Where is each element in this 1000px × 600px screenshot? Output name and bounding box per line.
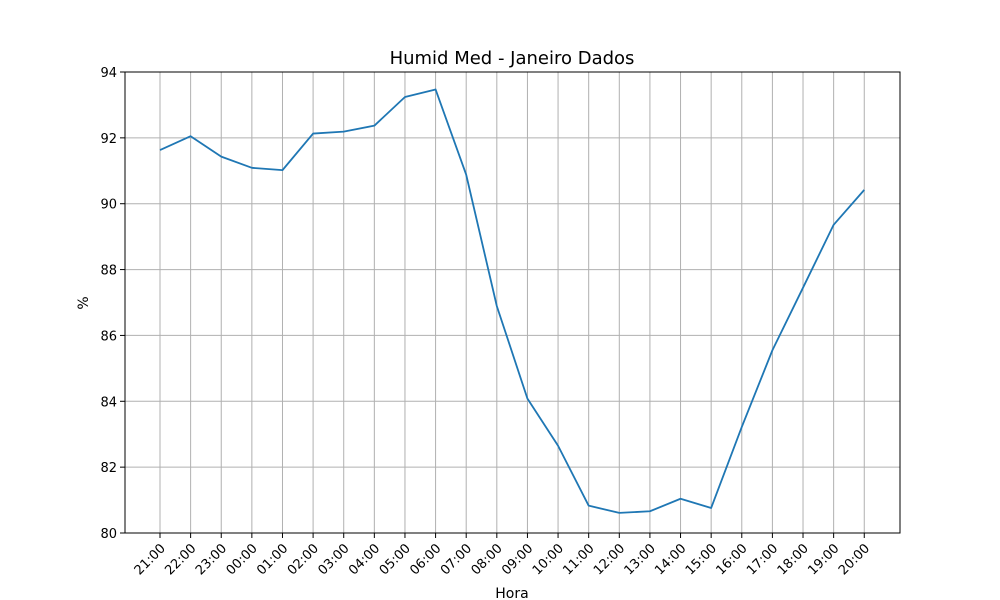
x-tick-label: 04:00 xyxy=(346,541,383,578)
x-tick-label: 00:00 xyxy=(224,541,261,578)
y-tick-label: 88 xyxy=(100,264,117,279)
y-tick-label: 84 xyxy=(100,395,117,410)
x-tick-label: 18:00 xyxy=(775,541,812,578)
y-tick-label: 90 xyxy=(100,198,117,213)
x-tick-label: 05:00 xyxy=(377,541,414,578)
x-tick-label: 07:00 xyxy=(438,541,475,578)
x-tick-label: 10:00 xyxy=(530,541,567,578)
x-tick-label: 09:00 xyxy=(499,541,536,578)
x-tick-label: 19:00 xyxy=(805,541,842,578)
x-tick-label: 15:00 xyxy=(683,541,720,578)
x-tick-label: 16:00 xyxy=(714,541,751,578)
grid xyxy=(125,71,900,534)
x-tick-label: 12:00 xyxy=(591,541,628,578)
y-axis-ticks: 80 82 84 86 88 90 92 94 xyxy=(100,66,125,542)
x-tick-label: 21:00 xyxy=(132,541,169,578)
x-tick-label: 13:00 xyxy=(622,541,659,578)
x-axis-label: Hora xyxy=(495,586,528,600)
plot-frame xyxy=(124,71,901,534)
x-tick-label: 23:00 xyxy=(193,541,230,578)
x-axis-ticks: 21:0022:0023:0000:0001:0002:0003:0004:00… xyxy=(132,533,873,578)
series-line xyxy=(159,88,865,514)
x-tick-label: 01:00 xyxy=(254,541,291,578)
x-tick-label: 11:00 xyxy=(560,541,597,578)
y-tick-label: 80 xyxy=(100,527,117,542)
y-tick-label: 86 xyxy=(100,329,117,344)
y-axis-label: % xyxy=(76,296,92,309)
x-tick-label: 17:00 xyxy=(744,541,781,578)
y-tick-label: 82 xyxy=(100,461,117,476)
x-tick-label: 06:00 xyxy=(407,541,444,578)
y-tick-label: 94 xyxy=(100,66,117,81)
x-tick-label: 20:00 xyxy=(836,541,873,578)
x-tick-label: 14:00 xyxy=(652,541,689,578)
x-tick-label: 02:00 xyxy=(285,541,322,578)
x-tick-label: 22:00 xyxy=(162,541,199,578)
x-tick-label: 08:00 xyxy=(469,541,506,578)
x-tick-label: 03:00 xyxy=(315,541,352,578)
y-tick-label: 92 xyxy=(100,132,117,147)
series-layer xyxy=(159,88,865,514)
chart-title: Humid Med - Janeiro Dados xyxy=(390,48,635,69)
